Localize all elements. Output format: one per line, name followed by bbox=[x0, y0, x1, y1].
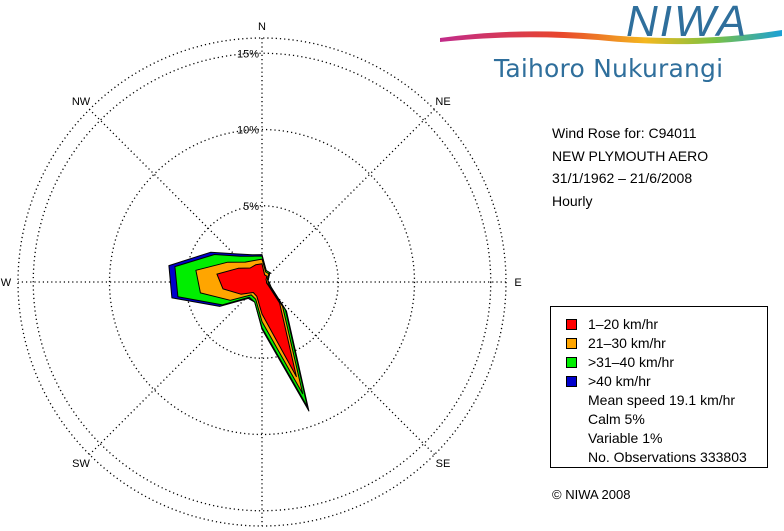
legend-swatch-4 bbox=[566, 376, 577, 387]
direction-label-W: W bbox=[1, 277, 12, 289]
wind-rose-chart: NNEESESSWWNW5%10%15% bbox=[1, 21, 522, 527]
direction-label-NW: NW bbox=[72, 96, 91, 108]
legend-label-4: >40 km/hr bbox=[588, 373, 651, 389]
direction-label-E: E bbox=[514, 277, 521, 289]
petal-series-1 bbox=[216, 263, 297, 378]
variable-percent: Variable 1% bbox=[588, 430, 663, 446]
ring-label-15%: 15% bbox=[237, 48, 259, 60]
ring-10% bbox=[108, 128, 416, 436]
direction-label-NE: NE bbox=[435, 96, 450, 108]
legend-entry: 21–30 km/hr bbox=[566, 334, 767, 353]
petal-series-2 bbox=[195, 258, 304, 395]
legend: 1–20 km/hr 21–30 km/hr >31–40 km/hr >40 … bbox=[550, 306, 768, 468]
legend-swatch-2 bbox=[566, 338, 577, 349]
ring-label-5%: 5% bbox=[243, 201, 259, 213]
niwa-logo: NIWA bbox=[440, 0, 782, 46]
wind-rose-petals bbox=[168, 251, 310, 412]
calm-percent: Calm 5% bbox=[588, 411, 645, 427]
legend-swatch-1 bbox=[566, 319, 577, 330]
copyright: © NIWA 2008 bbox=[552, 487, 631, 502]
data-frequency: Hourly bbox=[552, 192, 593, 209]
legend-entry: 1–20 km/hr bbox=[566, 315, 767, 334]
direction-label-N: N bbox=[258, 21, 266, 33]
logo-subtitle: Taihoro Nukurangi bbox=[494, 54, 724, 83]
legend-label-3: >31–40 km/hr bbox=[588, 354, 674, 370]
observation-count: No. Observations 333803 bbox=[588, 449, 747, 465]
station-info: Wind Rose for: C94011 NEW PLYMOUTH AERO … bbox=[552, 122, 708, 212]
direction-label-SW: SW bbox=[72, 458, 90, 470]
mean-speed: Mean speed 19.1 km/hr bbox=[588, 392, 736, 408]
station-name: NEW PLYMOUTH AERO bbox=[552, 147, 709, 164]
legend-swatch-3 bbox=[566, 357, 577, 368]
date-range: 31/1/1962 – 21/6/2008 bbox=[552, 170, 693, 186]
logo-brand: NIWA bbox=[626, 0, 748, 46]
ring-15% bbox=[32, 52, 492, 512]
direction-label-SE: SE bbox=[436, 458, 451, 470]
station-id: Wind Rose for: C94011 bbox=[552, 125, 697, 141]
ring-label-10%: 10% bbox=[237, 125, 259, 137]
ring-5% bbox=[185, 205, 339, 359]
legend-label-1: 1–20 km/hr bbox=[588, 316, 659, 332]
legend-entry: >31–40 km/hr bbox=[566, 353, 767, 372]
wind-rose-labels: NNEESESSWWNW5%10%15% bbox=[1, 21, 522, 470]
legend-entry: >40 km/hr bbox=[566, 372, 767, 391]
legend-label-2: 21–30 km/hr bbox=[588, 335, 666, 351]
logo-swoosh bbox=[440, 30, 782, 45]
